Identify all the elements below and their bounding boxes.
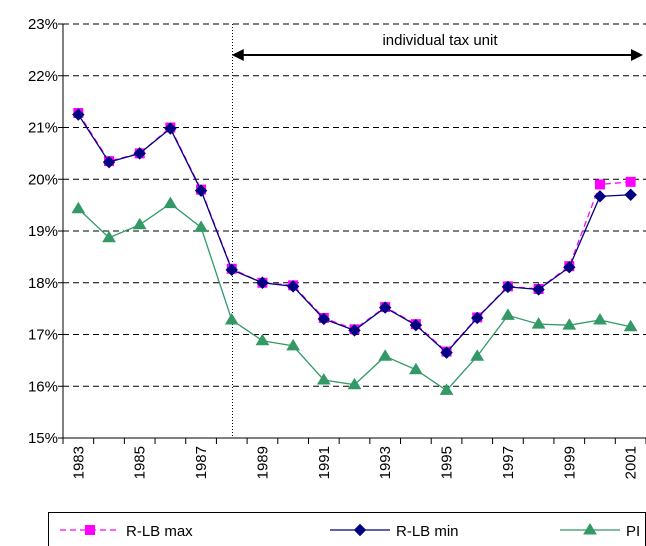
legend-box xyxy=(48,512,646,546)
x-tick-label: 1999 xyxy=(561,446,578,479)
marker xyxy=(408,362,423,375)
marker xyxy=(440,346,453,359)
legend-label: R-LB min xyxy=(396,523,459,540)
marker xyxy=(102,155,116,169)
y-tick-label: 19% xyxy=(28,223,58,240)
marker xyxy=(531,317,546,329)
marker xyxy=(102,230,116,243)
legend-label: R-LB max xyxy=(126,523,193,540)
marker xyxy=(255,333,270,346)
annotation: individual tax unit xyxy=(382,32,498,49)
x-tick-label: 1991 xyxy=(316,446,333,479)
x-tick-label: 1985 xyxy=(132,446,149,479)
marker xyxy=(623,319,638,332)
marker xyxy=(562,318,577,330)
y-tick-label: 17% xyxy=(28,327,58,344)
marker xyxy=(593,313,607,325)
marker xyxy=(163,196,178,209)
y-tick-label: 20% xyxy=(28,171,58,188)
arrow-head xyxy=(231,49,244,61)
marker xyxy=(347,377,362,390)
marker xyxy=(409,318,423,332)
marker xyxy=(501,308,515,320)
marker xyxy=(624,188,637,201)
marker xyxy=(71,201,86,214)
series-line xyxy=(77,112,631,353)
marker xyxy=(316,373,331,385)
x-tick-label: 2001 xyxy=(623,446,640,479)
x-tick-label: 1997 xyxy=(500,446,517,479)
marker xyxy=(471,311,484,325)
y-tick-label: 18% xyxy=(28,275,58,292)
marker xyxy=(164,122,177,135)
marker xyxy=(132,217,147,230)
marker xyxy=(133,147,146,160)
marker xyxy=(225,263,238,277)
series-line xyxy=(77,114,631,354)
marker xyxy=(501,280,515,294)
x-tick-label: 1983 xyxy=(70,446,87,479)
marker xyxy=(194,184,208,197)
y-tick-label: 21% xyxy=(28,120,58,137)
marker xyxy=(317,312,331,326)
y-tick-label: 15% xyxy=(28,430,58,447)
marker xyxy=(256,276,269,289)
x-tick-label: 1995 xyxy=(439,446,456,479)
x-tick-label: 1993 xyxy=(377,446,394,479)
x-tick-label: 1987 xyxy=(193,446,210,479)
arrow-head xyxy=(631,49,643,61)
marker xyxy=(194,220,208,232)
marker xyxy=(470,349,485,361)
marker xyxy=(353,523,367,537)
legend-label: PI xyxy=(626,523,640,540)
marker xyxy=(583,523,597,535)
marker xyxy=(378,301,392,314)
marker xyxy=(594,179,605,190)
y-tick-label: 22% xyxy=(28,68,58,85)
x-tick-label: 1989 xyxy=(254,446,271,479)
marker xyxy=(563,261,576,274)
marker xyxy=(439,383,454,395)
marker xyxy=(625,176,636,187)
marker xyxy=(532,283,545,296)
marker xyxy=(593,190,607,203)
marker xyxy=(378,349,393,361)
marker xyxy=(348,324,361,337)
marker xyxy=(286,280,300,293)
marker xyxy=(85,525,95,535)
series-line xyxy=(77,202,631,392)
y-tick-label: 23% xyxy=(28,16,58,33)
y-tick-label: 16% xyxy=(28,378,58,395)
marker xyxy=(72,108,85,121)
marker xyxy=(224,313,239,325)
marker xyxy=(286,338,301,351)
